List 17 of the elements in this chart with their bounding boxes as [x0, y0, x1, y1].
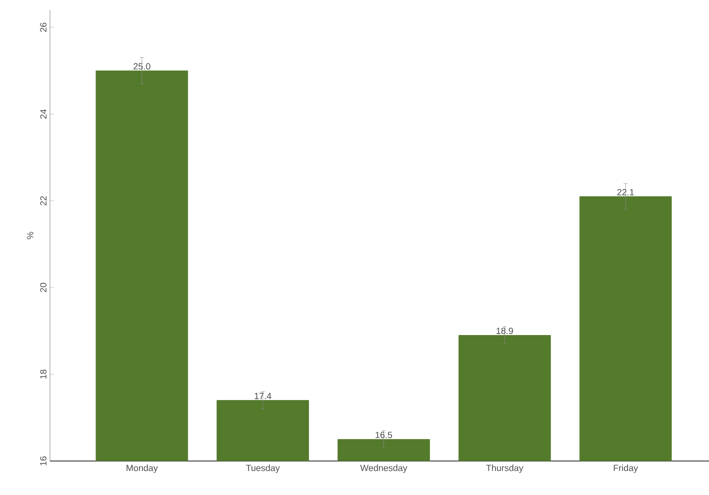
- y-tick-label: 16: [40, 456, 46, 466]
- data-label: 22.1: [617, 189, 634, 196]
- x-tick-label: Tuesday: [246, 464, 280, 473]
- x-tick-label: Friday: [614, 464, 638, 473]
- data-label: 17.4: [254, 392, 272, 400]
- data-label: 18.9: [496, 328, 513, 334]
- data-label: 16.5: [376, 432, 392, 438]
- x-tick-label: Thursday: [486, 464, 524, 473]
- y-tick-label: 18: [40, 370, 46, 379]
- y-tick-label: 24: [40, 109, 46, 119]
- y-tick-label: 22: [40, 196, 46, 206]
- y-tick-label: 26: [40, 22, 46, 32]
- x-tick-label: Monday: [126, 464, 158, 473]
- x-tick-label: Wednesday: [360, 464, 408, 473]
- y-tick-label: 20: [40, 282, 46, 292]
- data-label: 25.0: [134, 63, 150, 70]
- y-axis-title: %: [27, 232, 34, 240]
